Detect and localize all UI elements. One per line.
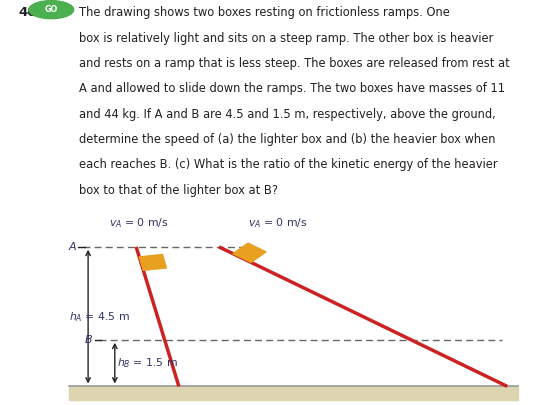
Text: $v_A$ = 0 m/s: $v_A$ = 0 m/s bbox=[248, 216, 308, 230]
Text: A and allowed to slide down the ramps. The two boxes have masses of 11: A and allowed to slide down the ramps. T… bbox=[79, 83, 505, 96]
Bar bbox=[69, 386, 518, 401]
Text: GO: GO bbox=[45, 5, 58, 14]
Circle shape bbox=[29, 1, 74, 19]
Polygon shape bbox=[139, 254, 167, 270]
Text: The drawing shows two boxes resting on frictionless ramps. One: The drawing shows two boxes resting on f… bbox=[79, 6, 450, 19]
Text: $h_B$ = 1.5 m: $h_B$ = 1.5 m bbox=[117, 356, 178, 370]
Text: and 44 kg. If A and B are 4.5 and 1.5 m, respectively, above the ground,: and 44 kg. If A and B are 4.5 and 1.5 m,… bbox=[79, 108, 496, 121]
Text: A: A bbox=[68, 242, 76, 252]
Text: box is relatively light and sits on a steep ramp. The other box is heavier: box is relatively light and sits on a st… bbox=[79, 32, 493, 45]
Text: B: B bbox=[84, 335, 92, 345]
Text: each reaches B. (c) What is the ratio of the kinetic energy of the heavier: each reaches B. (c) What is the ratio of… bbox=[79, 158, 498, 171]
Text: and rests on a ramp that is less steep. The boxes are released from rest at: and rests on a ramp that is less steep. … bbox=[79, 57, 510, 70]
Text: $h_A$ = 4.5 m: $h_A$ = 4.5 m bbox=[69, 310, 130, 324]
Polygon shape bbox=[233, 243, 266, 262]
Text: determine the speed of (a) the lighter box and (b) the heavier box when: determine the speed of (a) the lighter b… bbox=[79, 133, 496, 146]
Text: 40.: 40. bbox=[19, 6, 42, 19]
Text: $v_A$ = 0 m/s: $v_A$ = 0 m/s bbox=[109, 216, 169, 230]
Text: box to that of the lighter box at B?: box to that of the lighter box at B? bbox=[79, 184, 278, 197]
